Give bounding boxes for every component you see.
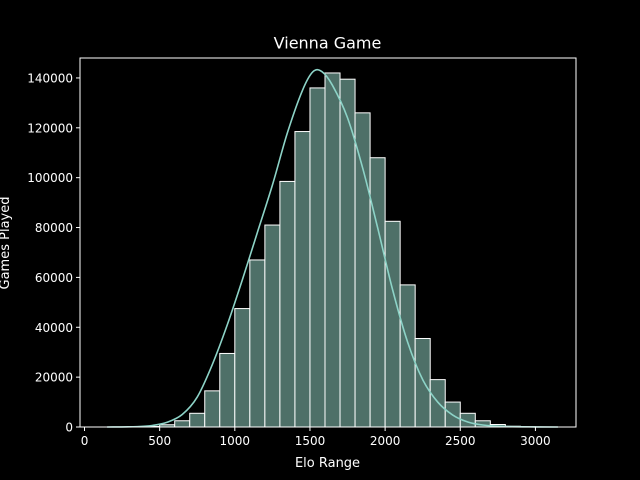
histogram-bar <box>249 259 266 428</box>
y-tick-label: 80000 <box>35 221 73 235</box>
histogram-bar <box>219 352 236 428</box>
histogram-bar <box>354 112 371 428</box>
x-tick-label: 2000 <box>370 434 401 448</box>
x-axis-ticks: 0 500 1000 1500 2000 2500 3000 <box>81 427 551 448</box>
kde-line <box>107 68 558 428</box>
histogram-bar <box>279 180 296 428</box>
histogram-bar <box>414 337 431 428</box>
histogram-bar <box>429 379 446 428</box>
chart-title: Vienna Game <box>274 34 382 53</box>
bars-layer <box>144 72 536 428</box>
y-tick-label: 120000 <box>27 121 73 135</box>
x-tick-label: 2500 <box>445 434 476 448</box>
y-tick-label: 60000 <box>35 271 73 285</box>
kde-layer <box>107 68 558 428</box>
y-tick-label: 0 <box>65 421 73 435</box>
histogram-bar <box>174 420 191 428</box>
y-axis-label: Games Played <box>0 197 13 290</box>
x-tick-label: 500 <box>148 434 171 448</box>
histogram-bar <box>189 412 206 428</box>
histogram-bar <box>309 87 326 428</box>
y-tick-label: 100000 <box>27 171 73 185</box>
histogram-bar <box>294 131 311 428</box>
histogram-bar <box>264 224 281 428</box>
x-tick-label: 1500 <box>295 434 326 448</box>
histogram-bar <box>324 72 341 428</box>
histogram-bar <box>204 390 221 428</box>
y-tick-label: 40000 <box>35 321 73 335</box>
y-tick-label: 20000 <box>35 371 73 385</box>
axes-frame <box>79 57 577 428</box>
x-tick-label: 1000 <box>220 434 251 448</box>
histogram-bar <box>384 220 401 428</box>
y-axis-ticks: 0 20000 40000 60000 80000 100000 120000 140000 <box>27 71 80 435</box>
y-tick-label: 140000 <box>27 71 73 85</box>
histogram-bar <box>369 157 386 428</box>
histogram-bar <box>234 308 251 428</box>
x-axis-label: Elo Range <box>295 456 360 471</box>
x-tick-label: 0 <box>81 434 89 448</box>
x-tick-label: 3000 <box>520 434 551 448</box>
